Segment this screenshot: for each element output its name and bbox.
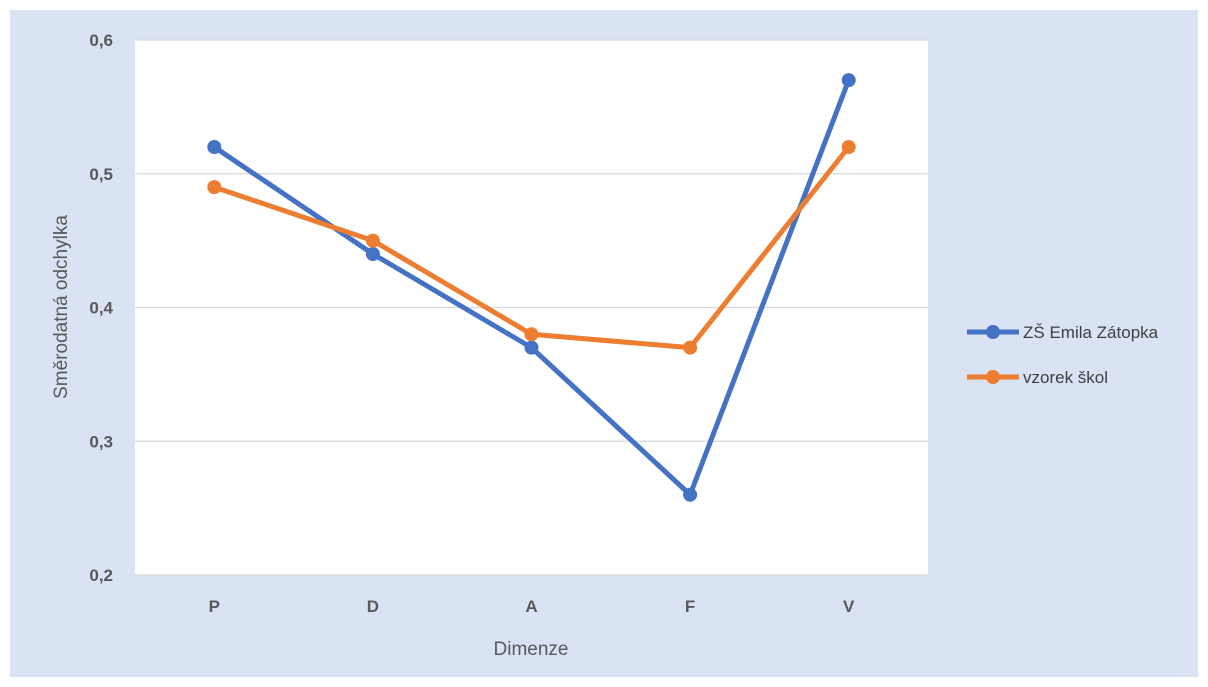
legend-marker [986,325,1000,339]
legend-item: ZŠ Emila Zátopka [967,323,1159,342]
y-tick-label: 0,4 [89,299,113,318]
chart: 0,2 0,3 0,4 0,5 0,6 P D A F V Dimenze Směrodatná… [10,10,1198,677]
y-tick-label: 0,2 [89,566,113,585]
x-tick-label: D [367,597,379,616]
x-tick-label: V [843,597,855,616]
legend-label: ZŠ Emila Zátopka [1023,323,1159,342]
legend-marker [986,370,1000,384]
gridlines [135,39,928,442]
legend: ZŠ Emila Zátopka vzorek škol [967,323,1159,387]
x-tick-label: F [685,597,695,616]
y-tick-label: 0,3 [89,432,113,451]
y-tick-label: 0,5 [89,165,113,184]
legend-label: vzorek škol [1023,368,1108,387]
series-1 [207,73,856,502]
data-point [524,327,539,342]
data-point [365,247,380,261]
data-point [207,180,222,195]
x-tick-label: P [209,597,220,616]
data-point [683,340,698,355]
x-axis-title: Dimenze [494,639,569,660]
series [207,73,856,502]
data-point [841,73,856,88]
data-point [365,233,380,248]
data-point [841,140,856,154]
data-point [524,340,539,355]
data-point [683,487,698,502]
y-axis-ticks: 0,2 0,3 0,4 0,5 0,6 [89,31,113,585]
legend-item: vzorek škol [967,368,1108,387]
data-point [207,140,222,154]
y-axis-title: Směrodatná odchylka [51,215,72,399]
series-2 [207,140,856,355]
line-chart-svg: 0,2 0,3 0,4 0,5 0,6 P D A F V Dimenze Směrodatná… [51,31,1159,660]
y-tick-label: 0,6 [89,31,113,50]
x-tick-label: A [525,597,537,616]
